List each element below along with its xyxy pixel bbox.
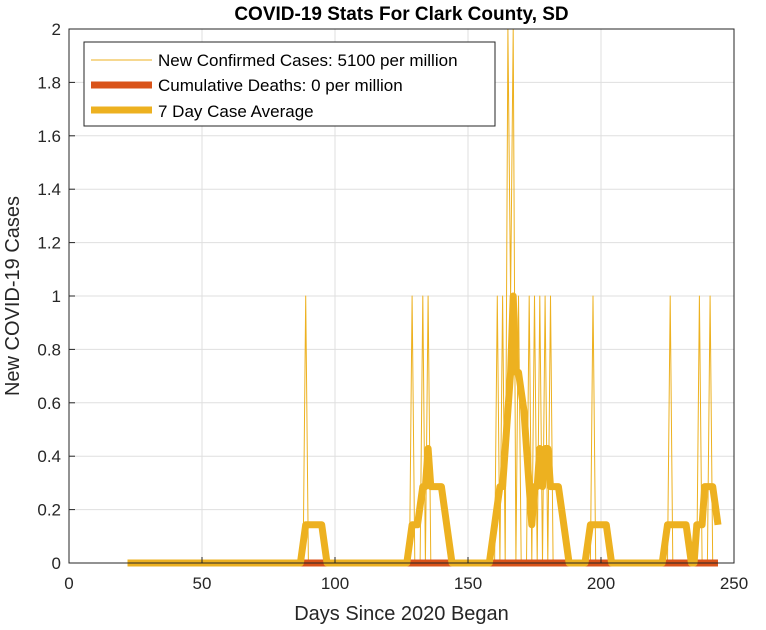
y-axis-title: New COVID-19 Cases bbox=[2, 196, 24, 396]
legend-label-7day-average: 7 Day Case Average bbox=[158, 102, 314, 121]
y-tick-label: 1 bbox=[52, 287, 61, 306]
y-tick-label: 1.4 bbox=[37, 180, 61, 199]
y-tick-label: 1.8 bbox=[37, 73, 61, 92]
x-tick-label: 250 bbox=[720, 574, 748, 593]
seven-day-average-line bbox=[127, 292, 722, 567]
legend-box bbox=[83, 41, 496, 127]
x-tick-label: 150 bbox=[454, 574, 482, 593]
x-tick-label: 0 bbox=[64, 574, 73, 593]
y-tick-label: 1.6 bbox=[37, 127, 61, 146]
y-tick-label: 0.4 bbox=[37, 447, 61, 466]
x-axis-title: Days Since 2020 Began bbox=[294, 603, 509, 625]
y-tick-label: 0.2 bbox=[37, 501, 61, 520]
ticks: 0 50 100 150 200 250 0 0.2 0.4 0.6 0.8 1 1.2 1.4 1.6 1.… bbox=[37, 20, 748, 593]
y-tick-label: 0.6 bbox=[37, 394, 61, 413]
legend: New Confirmed Cases: 5100 per million Cu… bbox=[83, 41, 496, 127]
x-tick-label: 50 bbox=[193, 574, 212, 593]
y-tick-label: 0.8 bbox=[37, 340, 61, 359]
y-tick-label: 2 bbox=[52, 20, 61, 39]
legend-label-deaths: Cumulative Deaths: 0 per million bbox=[158, 76, 403, 95]
x-tick-label: 100 bbox=[321, 574, 349, 593]
x-tick-label: 200 bbox=[587, 574, 615, 593]
chart-title: COVID-19 Stats For Clark County, SD bbox=[234, 4, 568, 25]
y-tick-label: 1.2 bbox=[37, 234, 61, 253]
legend-label-new-cases: New Confirmed Cases: 5100 per million bbox=[158, 51, 458, 70]
y-tick-label: 0 bbox=[52, 554, 61, 573]
